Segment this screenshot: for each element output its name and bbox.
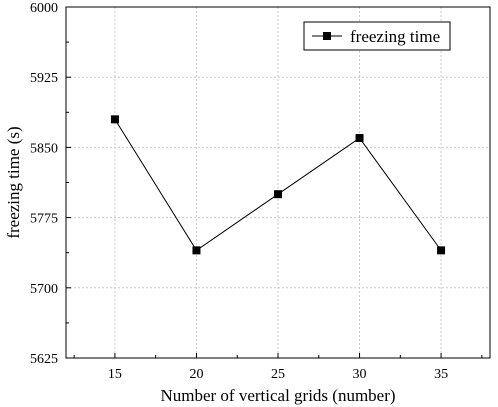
y-tick-label: 6000 — [30, 1, 58, 16]
x-tick-label: 30 — [353, 367, 367, 382]
y-tick-label: 5925 — [30, 71, 58, 86]
data-point-marker — [437, 246, 446, 255]
data-point-marker — [110, 115, 119, 124]
y-tick-label: 5625 — [30, 352, 58, 367]
x-tick-label: 15 — [108, 367, 122, 382]
y-axis-title: freezing time (s) — [4, 126, 23, 238]
y-tick-label: 5850 — [30, 141, 58, 156]
legend-label: freezing time — [350, 27, 440, 46]
data-point-marker — [355, 134, 364, 143]
x-axis-title: Number of vertical grids (number) — [160, 386, 395, 405]
series-freezing-time — [110, 115, 446, 255]
legend: freezing time — [303, 21, 451, 51]
legend-square-marker — [323, 32, 331, 40]
axis-ticks — [66, 6, 483, 359]
data-point-marker — [192, 246, 201, 255]
grid-lines — [66, 7, 490, 358]
x-tick-label: 25 — [271, 367, 285, 382]
x-tick-label: 35 — [434, 367, 448, 382]
y-tick-label: 5700 — [30, 282, 58, 297]
y-axis-tick-labels: 5625 5700 5775 5850 5925 6000 — [30, 1, 58, 367]
data-point-marker — [274, 190, 282, 199]
x-tick-label: 20 — [189, 367, 203, 382]
x-axis-tick-labels: 15 20 25 30 35 — [108, 367, 448, 382]
y-tick-label: 5775 — [30, 212, 58, 227]
